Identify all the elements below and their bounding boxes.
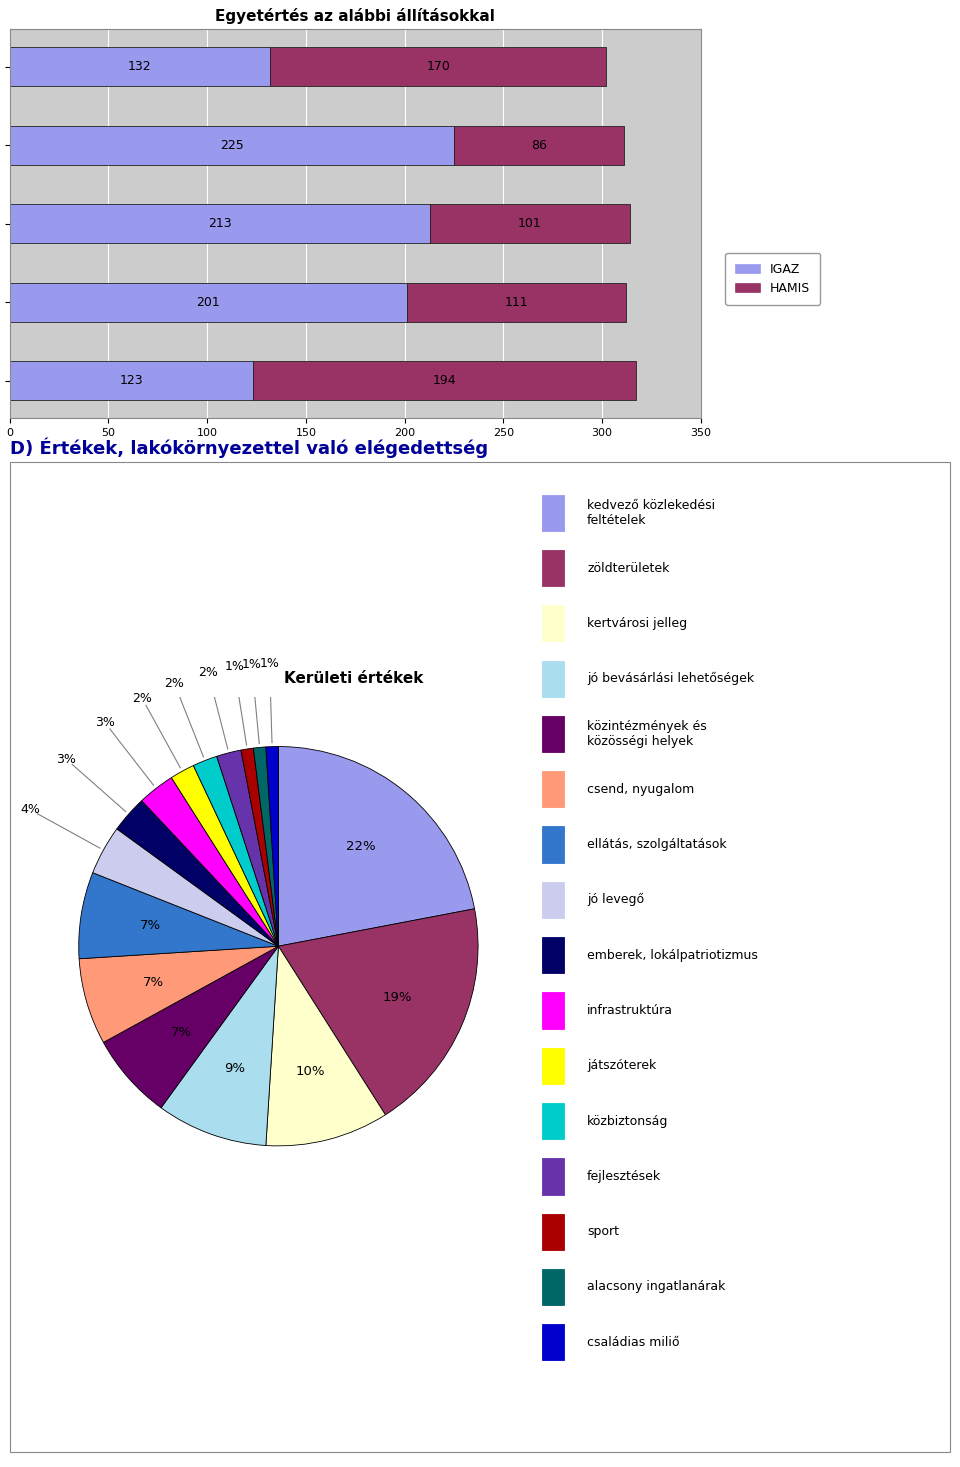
- Text: D) Értékek, lakókörnyezettel való elégedettség: D) Értékek, lakókörnyezettel való eléged…: [10, 437, 488, 458]
- Text: 170: 170: [426, 60, 450, 73]
- Wedge shape: [217, 750, 278, 946]
- Text: 1%: 1%: [259, 657, 279, 670]
- Bar: [10, 204, 430, 244]
- Bar: [541, 937, 564, 973]
- Text: 86: 86: [531, 139, 547, 151]
- Text: családias miliő: családias miliő: [588, 1336, 680, 1348]
- Text: zöldterületek: zöldterületek: [588, 562, 669, 575]
- Text: 123: 123: [119, 374, 143, 387]
- Wedge shape: [117, 801, 278, 946]
- Text: csend, nyugalom: csend, nyugalom: [588, 783, 694, 795]
- Text: 2%: 2%: [132, 691, 152, 704]
- Text: 9%: 9%: [224, 1062, 245, 1075]
- Text: 4%: 4%: [20, 804, 40, 816]
- Bar: [454, 126, 624, 164]
- Bar: [10, 283, 406, 321]
- Text: közintézmények és
közösségi helyek: közintézmények és közösségi helyek: [588, 720, 707, 748]
- Text: 7%: 7%: [171, 1025, 192, 1039]
- Text: kertvárosi jelleg: kertvárosi jelleg: [588, 616, 687, 629]
- Bar: [541, 1213, 564, 1250]
- Text: 19%: 19%: [383, 992, 412, 1005]
- Text: 213: 213: [208, 217, 231, 230]
- Text: ellátás, szolgáltatások: ellátás, szolgáltatások: [588, 838, 727, 851]
- Bar: [406, 283, 626, 321]
- Text: 1%: 1%: [242, 657, 262, 670]
- Bar: [10, 47, 271, 87]
- Text: 7%: 7%: [139, 920, 160, 933]
- Wedge shape: [142, 778, 278, 946]
- Wedge shape: [278, 747, 474, 946]
- Bar: [252, 361, 636, 400]
- Text: jó bevásárlási lehetőségek: jó bevásárlási lehetőségek: [588, 672, 755, 685]
- Text: 194: 194: [432, 374, 456, 387]
- Wedge shape: [266, 946, 385, 1146]
- Text: 201: 201: [196, 296, 220, 308]
- Bar: [10, 361, 252, 400]
- Text: 111: 111: [504, 296, 528, 308]
- Bar: [541, 1047, 564, 1084]
- Text: játszóterek: játszóterek: [588, 1059, 657, 1072]
- Bar: [541, 606, 564, 641]
- Wedge shape: [193, 757, 278, 946]
- Bar: [541, 1269, 564, 1306]
- Wedge shape: [266, 747, 278, 946]
- Text: sport: sport: [588, 1225, 619, 1238]
- Text: kedvező közlekedési
feltételek: kedvező közlekedési feltételek: [588, 499, 715, 527]
- Bar: [541, 826, 564, 863]
- Bar: [541, 1103, 564, 1140]
- Text: infrastruktúra: infrastruktúra: [588, 1003, 673, 1017]
- Wedge shape: [79, 873, 278, 959]
- Text: fejlesztések: fejlesztések: [588, 1169, 661, 1182]
- Wedge shape: [93, 829, 278, 946]
- Text: 2%: 2%: [198, 666, 218, 679]
- Legend: IGAZ, HAMIS: IGAZ, HAMIS: [725, 252, 821, 305]
- Text: 2%: 2%: [164, 676, 184, 689]
- Text: 132: 132: [128, 60, 152, 73]
- Bar: [271, 47, 606, 87]
- Wedge shape: [161, 946, 278, 1146]
- Text: 7%: 7%: [143, 976, 164, 989]
- Text: 22%: 22%: [347, 839, 376, 852]
- Text: alacsony ingatlanárak: alacsony ingatlanárak: [588, 1281, 726, 1294]
- Wedge shape: [278, 908, 478, 1115]
- Text: 101: 101: [518, 217, 541, 230]
- Bar: [541, 1325, 564, 1360]
- Bar: [541, 992, 564, 1028]
- Text: jó levegő: jó levegő: [588, 893, 644, 907]
- Text: 10%: 10%: [296, 1065, 325, 1078]
- Text: 3%: 3%: [95, 716, 115, 729]
- Text: emberek, lokálpatriotizmus: emberek, lokálpatriotizmus: [588, 949, 758, 962]
- Bar: [541, 1159, 564, 1194]
- Wedge shape: [172, 766, 278, 946]
- Wedge shape: [241, 748, 278, 946]
- Title: Kerületi értékek: Kerületi értékek: [283, 670, 423, 685]
- Text: 3%: 3%: [56, 753, 76, 766]
- Bar: [541, 772, 564, 807]
- Bar: [541, 550, 564, 587]
- Bar: [10, 126, 454, 164]
- Text: 225: 225: [220, 139, 244, 151]
- Title: Egyetértés az alábbi állításokkal: Egyetértés az alábbi állításokkal: [215, 7, 495, 23]
- Wedge shape: [79, 946, 278, 1043]
- Bar: [541, 660, 564, 697]
- Wedge shape: [104, 946, 278, 1108]
- Bar: [541, 716, 564, 753]
- Bar: [430, 204, 630, 244]
- Text: 1%: 1%: [225, 660, 244, 673]
- Wedge shape: [253, 747, 278, 946]
- Text: közbiztonság: közbiztonság: [588, 1115, 668, 1128]
- Bar: [541, 882, 564, 918]
- Bar: [541, 494, 564, 531]
